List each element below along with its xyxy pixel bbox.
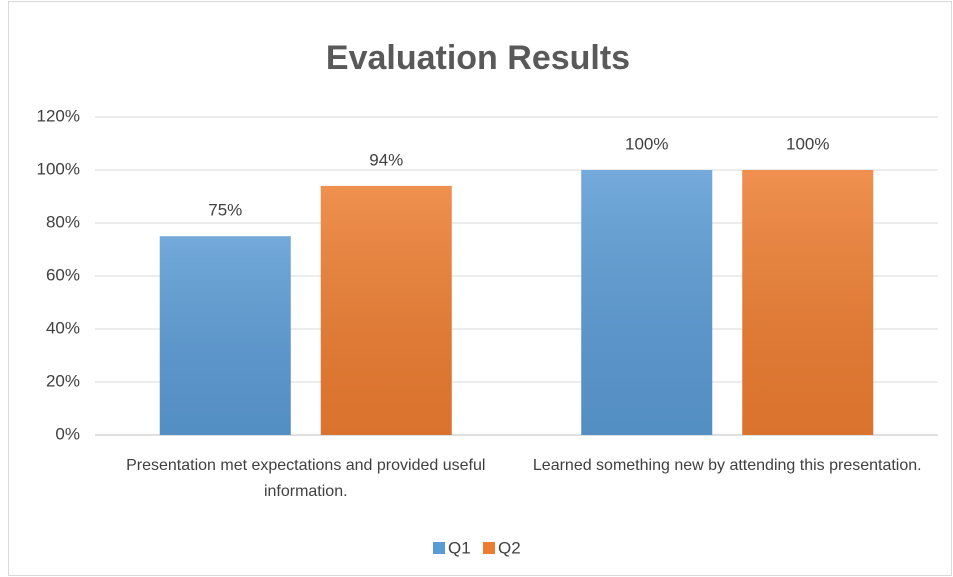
y-tick-label: 60% bbox=[46, 265, 80, 284]
y-tick-label: 80% bbox=[46, 212, 80, 231]
legend-swatch bbox=[483, 542, 495, 554]
y-tick-label: 0% bbox=[55, 424, 80, 443]
bar-shade bbox=[320, 185, 452, 435]
legend-label: Q2 bbox=[498, 538, 521, 557]
x-tick-label: Presentation met expectations and provid… bbox=[126, 457, 486, 500]
data-label: 100% bbox=[786, 134, 829, 153]
y-tick-label: 20% bbox=[46, 371, 80, 390]
bar-shade bbox=[159, 236, 291, 435]
legend-label: Q1 bbox=[448, 538, 471, 557]
legend-swatch bbox=[433, 542, 445, 554]
bar-shade bbox=[581, 170, 713, 435]
bar-shade bbox=[742, 170, 874, 435]
x-tick-label: Learned something new by attending this … bbox=[532, 457, 922, 474]
data-label: 75% bbox=[208, 201, 242, 220]
y-tick-label: 40% bbox=[46, 318, 80, 337]
chart-title: Evaluation Results bbox=[326, 39, 630, 77]
y-tick-label: 100% bbox=[37, 159, 80, 178]
data-label: 94% bbox=[369, 150, 403, 169]
data-label: 100% bbox=[625, 134, 668, 153]
y-tick-label: 120% bbox=[37, 106, 80, 125]
